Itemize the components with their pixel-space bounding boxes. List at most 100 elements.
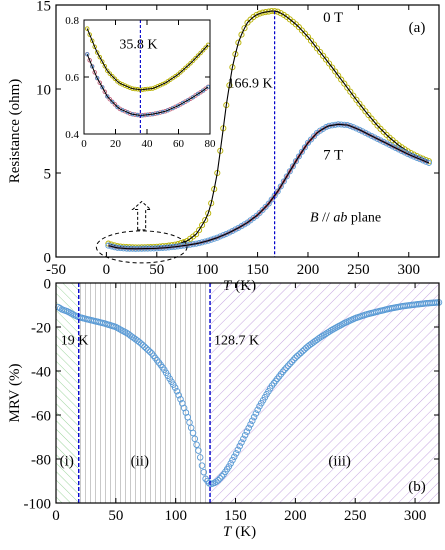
series-7T-marker bbox=[298, 148, 305, 155]
mrv-series-marker bbox=[288, 358, 296, 366]
inset-plot: 0 20 40 60 80 0.4 0.6 0.8 bbox=[65, 15, 216, 150]
inset-series-0T-marker bbox=[105, 68, 110, 73]
panel-b-regions bbox=[56, 283, 439, 503]
mrv-series-marker bbox=[241, 431, 249, 439]
inset-series-0T-marker bbox=[160, 81, 166, 87]
series-0T-marker bbox=[307, 37, 315, 44]
series-7T-marker bbox=[211, 235, 218, 242]
inset-series-7T-marker-alt bbox=[100, 85, 105, 90]
series-7T-marker bbox=[268, 196, 275, 203]
panel-a: 0 20 40 60 800.40.60.8 -50 0 50 100 150 200 250 300… bbox=[7, 0, 440, 294]
panel-a-label: (a) bbox=[409, 20, 426, 36]
plane-symbol: ab bbox=[333, 211, 347, 226]
mrv-series-marker bbox=[295, 351, 303, 358]
inset-series-0T-marker bbox=[122, 83, 128, 88]
series-0T-marker bbox=[350, 92, 357, 99]
series-7T-marker bbox=[295, 153, 302, 160]
series-0T-marker bbox=[329, 64, 336, 71]
series-7T-marker bbox=[105, 242, 112, 249]
inset-series-0T-marker bbox=[110, 73, 115, 79]
parallel-symbol: // bbox=[319, 211, 334, 226]
series-7T-marker bbox=[404, 150, 411, 158]
series-7T-marker bbox=[416, 156, 423, 163]
series-0T-marker bbox=[371, 119, 378, 126]
series-7T-marker bbox=[265, 200, 272, 207]
inset-series-7T-marker-alt bbox=[105, 94, 110, 99]
series-0T-marker bbox=[313, 45, 321, 52]
inset-series-7T-marker-alt bbox=[85, 52, 90, 57]
inset-series-0T-marker bbox=[92, 44, 97, 50]
panel-a-x-tick-label: 100 bbox=[196, 262, 219, 278]
series-0T-marker bbox=[332, 68, 339, 75]
mrv-series-marker bbox=[301, 346, 308, 353]
region-ii-fill bbox=[78, 283, 211, 503]
mrv-series-marker bbox=[286, 360, 294, 367]
series-7T-marker bbox=[220, 232, 227, 239]
mrv-series-marker bbox=[146, 348, 154, 356]
series-7T-marker bbox=[374, 135, 381, 142]
series-7T-marker bbox=[280, 178, 287, 185]
inset-series-0T-marker bbox=[117, 81, 123, 86]
series-7T-marker bbox=[208, 236, 215, 243]
mrv-series-marker bbox=[191, 435, 199, 443]
panel-b-x-axis-var: T bbox=[223, 524, 233, 540]
inset-series-0T-marker bbox=[190, 58, 196, 64]
series-7T-marker bbox=[323, 124, 330, 131]
transition-label-19K: 19 K bbox=[61, 334, 89, 349]
mrv-series-marker bbox=[338, 321, 346, 328]
mrv-series-marker bbox=[299, 347, 306, 355]
region-label-iii: (iii) bbox=[328, 454, 351, 470]
mrv-series-marker bbox=[283, 364, 290, 371]
mrv-series-marker bbox=[196, 454, 204, 461]
inset-y-tick-label: 0.8 bbox=[65, 15, 79, 27]
series-7T-marker bbox=[410, 153, 417, 160]
inset-series-0T-marker bbox=[94, 50, 100, 55]
mrv-series-marker bbox=[293, 352, 301, 360]
mrv-series-marker bbox=[252, 410, 260, 417]
series-0T-marker bbox=[199, 222, 206, 229]
series-7T-marker bbox=[359, 128, 366, 135]
mrv-series-marker bbox=[193, 441, 200, 448]
inset-x-tick-label: 40 bbox=[142, 138, 154, 150]
series-7T-marker bbox=[317, 127, 324, 134]
mrv-series-marker bbox=[284, 362, 292, 369]
region-i-fill bbox=[56, 283, 79, 503]
series-7T-marker bbox=[362, 129, 369, 136]
transition-label-128K: 128.7 K bbox=[214, 334, 259, 349]
series-0T-marker bbox=[341, 80, 348, 87]
mrv-series-marker bbox=[216, 475, 224, 482]
series-0T-marker bbox=[310, 41, 318, 48]
panel-b-x-tick-label: 250 bbox=[344, 508, 367, 524]
series-7T-marker bbox=[262, 203, 269, 210]
series-label-0T: 0 T bbox=[323, 10, 343, 26]
series-0T-marker bbox=[253, 11, 260, 18]
series-7T-marker bbox=[395, 146, 402, 153]
series-7T-fit-line bbox=[108, 123, 430, 250]
series-0T-marker bbox=[280, 11, 287, 18]
inset-series-0T-marker bbox=[127, 85, 133, 91]
inset-series-7T-marker bbox=[92, 70, 97, 75]
series-0T-marker bbox=[241, 25, 248, 32]
panel-b-x-tick-label: 100 bbox=[164, 508, 187, 524]
series-0T-marker bbox=[232, 51, 239, 58]
mrv-series-marker bbox=[292, 354, 299, 362]
mrv-series-marker bbox=[236, 442, 243, 450]
mrv-series-marker bbox=[173, 387, 181, 395]
series-7T-marker bbox=[205, 237, 212, 244]
panel-b-data-layer bbox=[55, 283, 443, 503]
panel-a-x-tick-label: 250 bbox=[347, 262, 370, 278]
peak-temperature-label: 166.9 K bbox=[227, 76, 272, 91]
series-0T-marker bbox=[359, 104, 366, 111]
panel-b: 0 50 100 150 200 250 300 0 -20 -40 -60 -80 -100 MRV … bbox=[7, 276, 443, 540]
inset-series-0T-marker bbox=[102, 63, 108, 69]
inset-series-7T-marker-alt bbox=[90, 64, 95, 69]
panel-b-y-tick-label: -60 bbox=[31, 408, 51, 424]
field-orientation-label: B // ab plane bbox=[310, 211, 381, 226]
inset-series-0T-marker bbox=[198, 50, 203, 56]
mrv-series-marker bbox=[143, 345, 150, 352]
mrv-series-marker bbox=[232, 450, 240, 457]
series-7T-marker bbox=[301, 144, 308, 151]
inset-series-7T-marker-alt bbox=[120, 108, 125, 113]
panel-b-y-tick-label: -40 bbox=[31, 364, 51, 380]
panel-a-x-tick-label: 0 bbox=[103, 262, 111, 278]
